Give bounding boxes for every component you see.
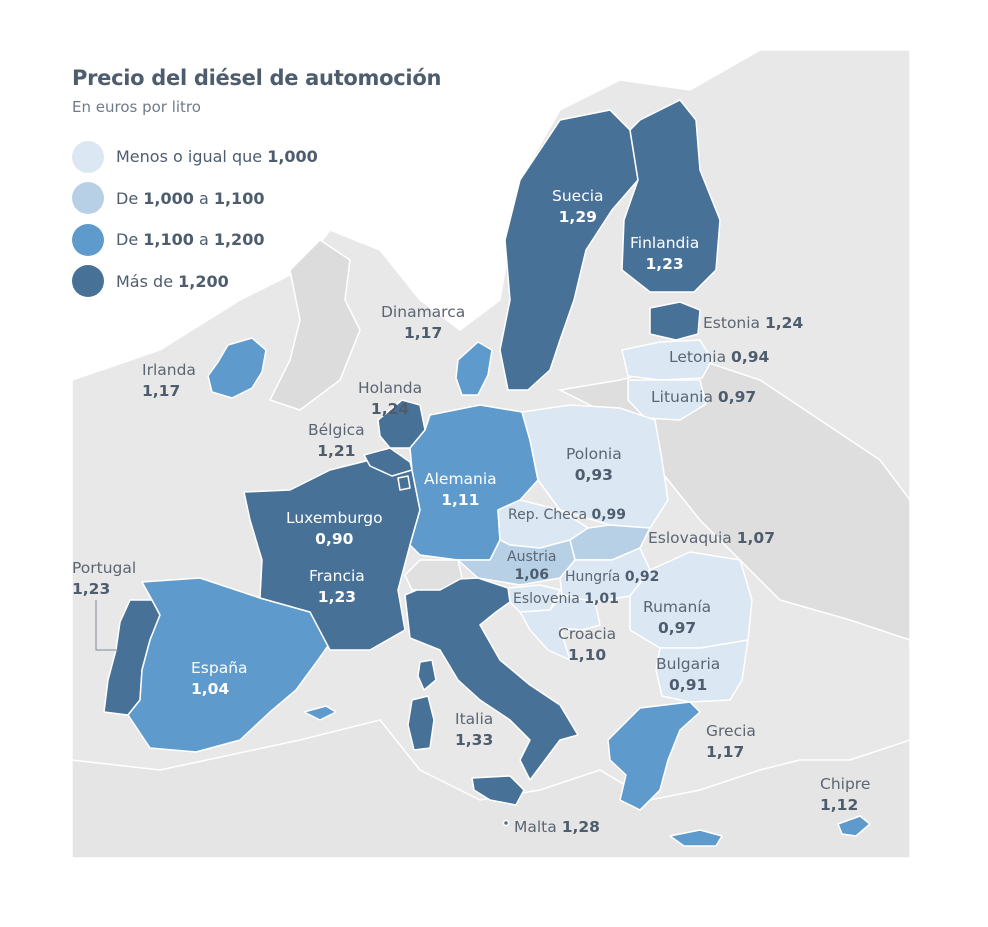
country-italia-cerdena: [407, 695, 435, 751]
legend-label-2: De 1,000 a 1,100: [116, 188, 265, 208]
label-austria: Austria 1,06: [507, 549, 557, 583]
legend-swatch-3: [72, 223, 104, 256]
label-belgica: Bélgica 1,21: [308, 421, 365, 460]
label-holanda: Holanda 1,24: [358, 379, 423, 418]
label-alemania: Alemania 1,11: [424, 470, 497, 509]
label-eslovenia: Eslovenia 1,01: [513, 591, 619, 607]
country-finlandia: [621, 99, 721, 293]
label-rumania: Rumanía 0,97: [643, 598, 712, 637]
label-portugal: Portugal 1,23: [72, 559, 137, 598]
country-bulgaria: [655, 639, 749, 703]
country-rumania: [629, 551, 753, 649]
legend-item-2: De 1,000 a 1,100: [72, 178, 318, 220]
country-chipre: [837, 815, 871, 837]
legend-swatch-4: [72, 265, 104, 298]
label-italia: Italia 1,33: [455, 710, 494, 749]
country-irlanda: [207, 337, 267, 399]
label-suecia: Suecia 1,29: [552, 187, 604, 226]
country-italia-sicilia: [471, 775, 525, 806]
legend-label-3: De 1,100 a 1,200: [116, 230, 265, 250]
label-grecia: Grecia 1,17: [706, 722, 756, 761]
legend-item-4: Más de 1,200: [72, 261, 318, 303]
label-finlandia: Finlandia 1,23: [630, 234, 700, 273]
label-bulgaria: Bulgaria 0,91: [656, 655, 721, 694]
legend-swatch-2: [72, 182, 104, 215]
legend: Menos o igual que 1,000 De 1,000 a 1,100…: [72, 136, 318, 302]
country-lituania: [627, 379, 707, 421]
country-croacia: [519, 594, 601, 661]
country-austria: [457, 539, 576, 586]
country-letonia: [621, 339, 713, 381]
label-malta: Malta 1,28: [514, 818, 600, 836]
label-francia: Francia 1,23: [309, 567, 365, 606]
country-dinamarca: [455, 341, 493, 396]
label-estonia: Estonia 1,24: [703, 314, 804, 332]
legend-item-1: Menos o igual que 1,000: [72, 136, 318, 178]
legend-label-1: Menos o igual que 1,000: [116, 147, 318, 167]
label-letonia: Letonia 0,94: [669, 348, 770, 366]
legend-label-4: Más de 1,200: [116, 271, 229, 291]
country-grecia: [607, 701, 701, 811]
country-francia-corcega: [417, 659, 437, 691]
label-polonia: Polonia 0,93: [566, 445, 622, 484]
country-espana-baleares: [303, 705, 337, 721]
country-malta: [502, 819, 510, 827]
label-dinamarca: Dinamarca 1,17: [381, 303, 466, 342]
country-luxemburgo: [397, 475, 411, 491]
portugal-leader-line: [95, 600, 118, 651]
country-italia: [404, 577, 579, 781]
country-suiza: [404, 559, 463, 591]
label-chipre: Chipre 1,12: [820, 775, 871, 814]
label-eslovaquia: Eslovaquia 1,07: [648, 529, 775, 547]
label-espana: España 1,04: [191, 659, 248, 698]
label-croacia: Croacia 1,10: [558, 625, 617, 664]
country-estonia: [649, 301, 701, 341]
country-suecia: [499, 109, 639, 391]
label-luxemburgo: Luxemburgo 0,90: [286, 509, 383, 548]
country-francia: [243, 459, 421, 651]
country-polonia: [521, 404, 669, 529]
map-subtitle: En euros por litro: [72, 98, 201, 116]
label-lituania: Lituania 0,97: [651, 388, 757, 406]
country-grecia-creta: [669, 829, 723, 847]
label-irlanda: Irlanda 1,17: [142, 361, 196, 400]
label-hungria: Hungría 0,92: [565, 569, 660, 585]
label-rep-checa: Rep. Checa 0,99: [508, 507, 627, 523]
map-title: Precio del diésel de automoción: [72, 66, 442, 90]
legend-item-3: De 1,100 a 1,200: [72, 219, 318, 261]
legend-swatch-1: [72, 140, 104, 173]
